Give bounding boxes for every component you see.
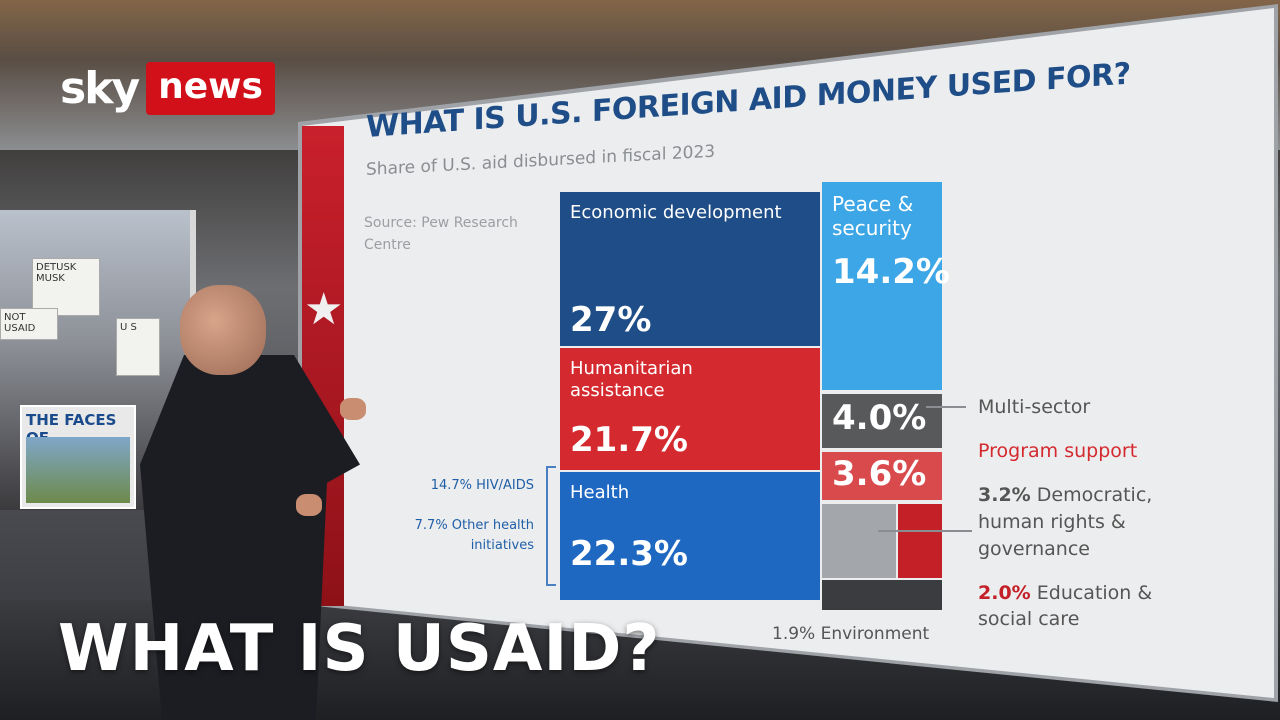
block-peace-security: Peace & security 14.2%: [822, 182, 950, 390]
poster-image: [26, 437, 130, 503]
leader-line: [878, 530, 972, 532]
block-label: Economic development: [570, 202, 782, 223]
block-label: Humanitarian assistance: [570, 358, 693, 401]
education-text: Education & social care: [978, 582, 1153, 630]
block-environment: [822, 580, 942, 610]
block-label: Health: [570, 482, 630, 503]
label-democratic: 3.2% Democratic, human rights & governan…: [978, 482, 1198, 563]
label-hiv-aids: 14.7% HIV/AIDS: [430, 478, 534, 493]
presenter-hand: [340, 398, 366, 420]
protest-sign: NOT USAID: [0, 308, 58, 340]
logo-news: news: [146, 61, 275, 115]
label-environment: 1.9% Environment: [772, 624, 929, 644]
health-bracket: [546, 466, 556, 586]
environment-text: Environment: [820, 624, 930, 644]
block-value: 4.0%: [832, 398, 927, 438]
label-education: 2.0% Education & social care: [978, 580, 1208, 632]
label-other-health: 7.7% Other health initiatives: [414, 518, 534, 553]
block-humanitarian-assistance: Humanitarian assistance 21.7%: [560, 348, 820, 470]
protest-sign: U S: [116, 318, 160, 376]
sky-news-logo: sky news: [60, 60, 275, 116]
democratic-value: 3.2%: [978, 484, 1031, 506]
democratic-text: Democratic, human rights & governance: [978, 484, 1153, 560]
logo-sky: sky: [60, 62, 140, 114]
faces-poster: THE FACES OF: [20, 405, 136, 509]
block-economic-development: Economic development 27%: [560, 192, 820, 346]
protest-sign: DETUSK MUSK: [32, 258, 100, 316]
block-value: 27%: [570, 300, 652, 340]
block-health: Health 22.3%: [560, 472, 820, 600]
presenter-head: [180, 285, 266, 375]
block-value: 21.7%: [570, 420, 688, 460]
star-icon: ★: [304, 284, 344, 335]
block-democratic: [822, 504, 896, 578]
presenter-hand: [296, 494, 322, 516]
label-multi-sector: Multi-sector: [978, 396, 1091, 418]
block-education: [898, 504, 942, 578]
block-multi-sector: 4.0%: [822, 394, 942, 448]
lower-third-headline: WHAT IS USAID?: [58, 612, 661, 686]
leader-line: [926, 406, 966, 408]
block-label: Peace & security: [832, 192, 914, 240]
block-value: 22.3%: [570, 534, 688, 574]
block-program-support: 3.6%: [822, 452, 942, 500]
education-value: 2.0%: [978, 582, 1031, 604]
label-program-support: Program support: [978, 440, 1138, 462]
block-value: 3.6%: [832, 454, 927, 494]
chart-source: Source: Pew Research Centre: [364, 215, 518, 253]
environment-value: 1.9%: [772, 624, 816, 644]
block-value: 14.2%: [832, 252, 950, 292]
